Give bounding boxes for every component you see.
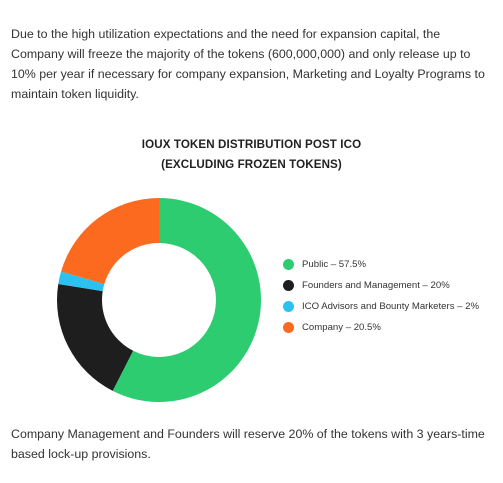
donut-slice-public	[112, 198, 262, 402]
chart-title: IOUX TOKEN DISTRIBUTION POST ICO	[141, 138, 362, 151]
donut-slice-company	[61, 198, 159, 285]
chart-subtitle: (EXCLUDING FROZEN TOKENS)	[161, 158, 342, 171]
legend-label: Founders and Management – 20%	[302, 280, 450, 291]
legend-item: Company – 20.5%	[283, 317, 479, 338]
legend-label: ICO Advisors and Bounty Marketers – 2%	[302, 301, 480, 312]
legend-swatch	[283, 259, 294, 270]
legend-swatch	[283, 322, 294, 333]
intro-paragraph: Due to the high utilization expectations…	[11, 27, 485, 101]
donut-slice-ico-advisors-and-bounty-marketers	[58, 271, 105, 292]
legend-label: Public – 57.5%	[302, 259, 366, 270]
legend-item: Public – 57.5%	[283, 254, 479, 275]
donut-slice-founders-and-management	[56, 284, 134, 391]
legend-swatch	[283, 280, 294, 291]
legend-item: ICO Advisors and Bounty Marketers – 2%	[283, 296, 479, 317]
outro-paragraph: Company Management and Founders will res…	[11, 427, 485, 461]
chart-legend: Public – 57.5% Founders and Management – …	[283, 254, 479, 338]
legend-swatch	[283, 301, 294, 312]
donut-chart	[56, 198, 262, 402]
legend-item: Founders and Management – 20%	[283, 275, 479, 296]
legend-label: Company – 20.5%	[302, 322, 381, 333]
